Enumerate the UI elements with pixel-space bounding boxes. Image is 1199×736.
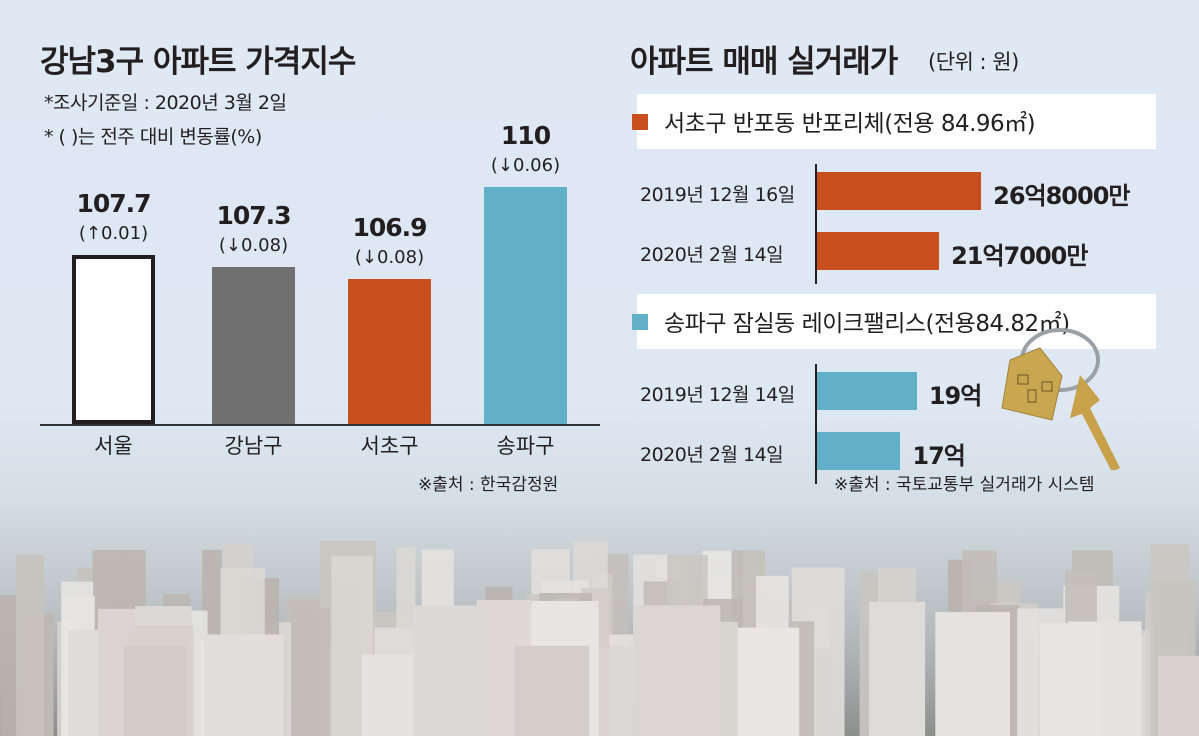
house-key-icon (1001, 328, 1120, 470)
date-label: 2020년 2월 14일 (640, 444, 784, 466)
price-label: 17억 (912, 442, 965, 470)
category-label: 송파구 (496, 434, 555, 458)
price-label: 21억7000만 (951, 242, 1088, 270)
legend-swatch (632, 114, 648, 130)
hbar (817, 172, 982, 210)
right-chart-title: 아파트 매매 실거래가 (630, 44, 898, 80)
right-source: ※출처 : 국토교통부 실거래가 시스템 (834, 475, 1095, 495)
x-axis-line (40, 424, 600, 426)
legend-swatch (632, 314, 648, 330)
bar-2 (348, 278, 431, 424)
value-label: 107.7 (76, 189, 151, 219)
bar-0 (72, 255, 155, 424)
price-label: 26억8000만 (993, 182, 1130, 210)
left-chart-title: 강남3구 아파트 가격지수 (40, 44, 356, 80)
value-label: 106.9 (352, 212, 427, 242)
date-label: 2019년 12월 16일 (640, 184, 795, 206)
hbar (817, 432, 901, 470)
price-label: 19억 (928, 382, 982, 410)
value-label: 107.3 (216, 201, 291, 231)
left-source: ※출처 : 한국감정원 (418, 475, 559, 495)
legend-label: 송파구 잠실동 레이크팰리스(전용84.82㎡) (664, 311, 1070, 337)
axis-line (815, 164, 817, 284)
legend-box (637, 294, 1156, 349)
category-label: 서초구 (360, 434, 419, 458)
bar-1 (212, 267, 295, 424)
category-label: 서울 (94, 434, 133, 458)
hbar (817, 372, 917, 410)
legend-label: 서초구 반포동 반포리체(전용 84.96㎡) (664, 111, 1036, 137)
axis-line (815, 364, 817, 484)
bar-3 (484, 187, 567, 424)
survey-date-note: *조사기준일 : 2020년 3월 2일 (44, 92, 287, 114)
change-rate-note: * ( )는 전주 대비 변동률(%) (44, 126, 262, 148)
change-label: (↓0.08) (354, 246, 425, 268)
unit-label: (단위 : 원) (928, 50, 1019, 74)
date-label: 2019년 12월 14일 (640, 384, 795, 406)
hbar (817, 232, 940, 270)
legend-box (637, 94, 1156, 149)
category-label: 강남구 (224, 434, 283, 458)
value-label: 110 (500, 121, 551, 151)
change-label: (↓0.08) (218, 235, 289, 257)
date-label: 2020년 2월 14일 (640, 244, 784, 266)
change-label: (↑0.01) (78, 223, 149, 245)
change-label: (↓0.06) (490, 155, 561, 177)
